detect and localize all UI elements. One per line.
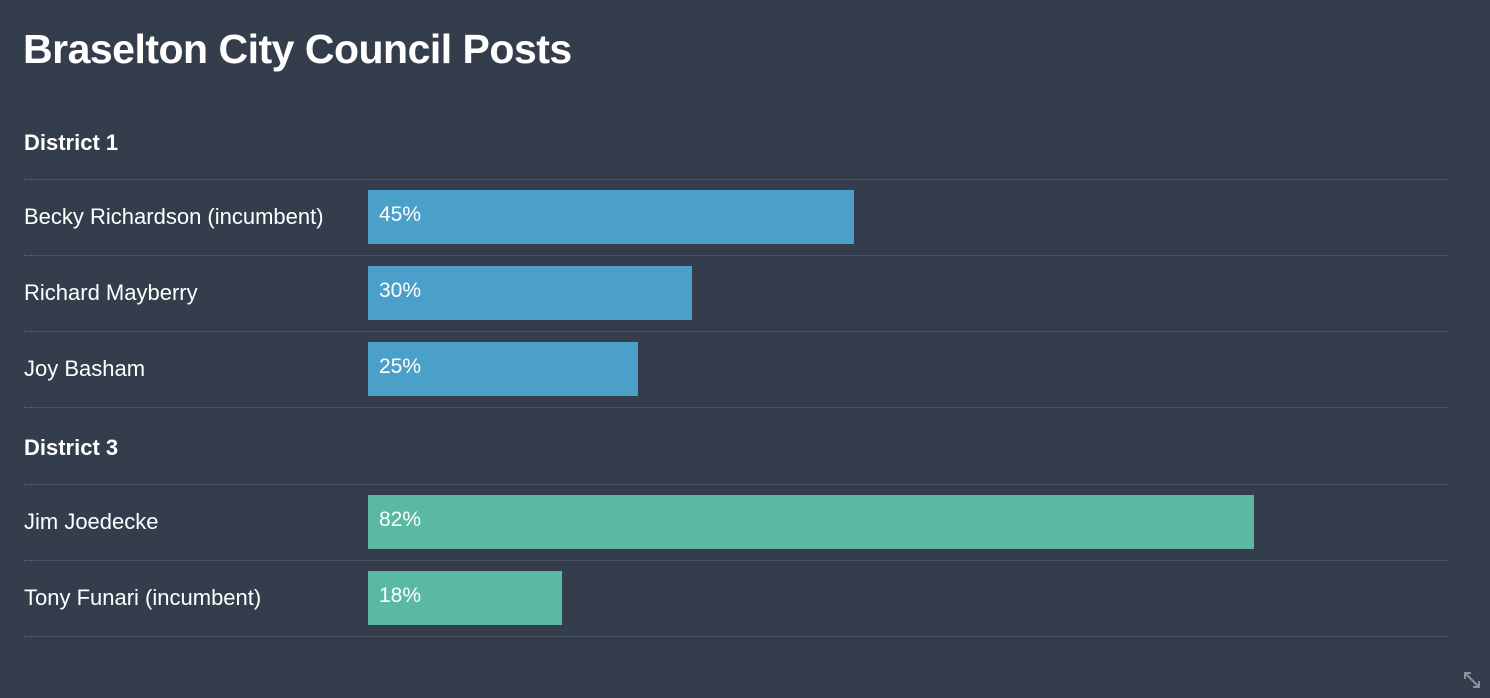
vote-share-label: 45%: [379, 203, 422, 226]
row-divider: [24, 560, 1448, 561]
candidate-label: Tony Funari (incumbent): [24, 585, 262, 610]
row-divider: [24, 636, 1448, 637]
candidate-label: Jim Joedecke: [24, 509, 159, 534]
resize-icon[interactable]: [1462, 670, 1482, 690]
district-heading: District 3: [24, 435, 119, 460]
vote-share-bar: 18%: [368, 571, 562, 625]
vote-share-label: 82%: [379, 508, 422, 531]
vote-share-bar: 82%: [368, 495, 1254, 549]
district-heading: District 1: [24, 130, 119, 155]
row-divider: [24, 255, 1448, 256]
chart-title: Braselton City Council Posts: [23, 26, 572, 72]
vote-share-bar: 30%: [368, 266, 692, 320]
vote-share-label: 25%: [379, 355, 422, 378]
candidate-label: Joy Basham: [24, 356, 146, 381]
row-divider: [24, 179, 1448, 180]
vote-share-bar: 45%: [368, 190, 854, 244]
vote-share-label: 18%: [379, 584, 422, 607]
vote-share-bar: 25%: [368, 342, 638, 396]
row-divider: [24, 331, 1448, 332]
candidate-label: Becky Richardson (incumbent): [24, 204, 324, 229]
candidate-label: Richard Mayberry: [24, 280, 198, 305]
row-divider: [24, 407, 1448, 408]
vote-share-label: 30%: [379, 279, 422, 302]
row-divider: [24, 484, 1448, 485]
